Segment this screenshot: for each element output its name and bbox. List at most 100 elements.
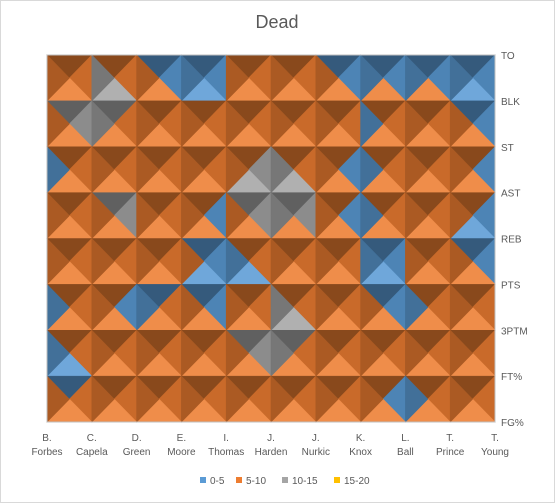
surface-facet <box>91 375 115 423</box>
x-tick-label: J. <box>312 433 320 444</box>
surface-facet <box>405 237 429 286</box>
surface-facet <box>270 375 294 423</box>
y-tick-label: REB <box>501 235 522 246</box>
x-tick-label: Young <box>481 447 509 458</box>
x-tick-label: L. <box>401 433 409 444</box>
chart-title: Dead <box>255 12 298 32</box>
surface-facet <box>360 191 384 240</box>
x-tick-label: Prince <box>436 447 465 458</box>
surface-facet <box>405 146 429 194</box>
x-tick-label: C. <box>87 433 97 444</box>
surface-facet <box>91 191 115 240</box>
surface-facet <box>136 237 160 286</box>
x-tick-label: E. <box>177 433 186 444</box>
x-tick-label: J. <box>267 433 275 444</box>
surface-facet <box>405 54 429 102</box>
surface-facet <box>225 329 250 377</box>
legend-label: 15-20 <box>344 476 370 487</box>
surface-facet <box>449 191 474 240</box>
y-tick-label: 3PTM <box>501 326 528 337</box>
x-tick-label: T. <box>446 433 454 444</box>
plot-border <box>46 54 496 423</box>
surface-facet <box>91 237 115 286</box>
surface-facet <box>136 283 160 331</box>
plot-area <box>46 54 496 423</box>
y-tick-label: AST <box>501 189 520 200</box>
surface-facet <box>270 329 294 377</box>
x-tick-label: D. <box>132 433 142 444</box>
surface-facet <box>225 146 250 194</box>
surface-facet <box>136 375 160 423</box>
x-axis: B. Forbes C. Capela D. Green E. Moore I. Thomas J.… <box>31 433 509 458</box>
x-tick-label: Thomas <box>208 447 244 458</box>
legend-swatch <box>236 477 242 483</box>
surface-facet <box>270 191 294 240</box>
surface-facet <box>449 283 474 331</box>
legend-swatch <box>200 477 206 483</box>
surface-facet <box>449 100 474 148</box>
surface-facet <box>181 54 205 102</box>
surface-facet <box>270 237 294 286</box>
surface-facet <box>449 54 474 102</box>
x-tick-label: K. <box>356 433 365 444</box>
surface-facet <box>181 146 205 194</box>
legend-label: 10-15 <box>292 476 318 487</box>
y-tick-label: FG% <box>501 418 524 429</box>
surface-facet <box>225 191 250 240</box>
surface-facet <box>315 146 339 194</box>
surface-facet <box>225 283 250 331</box>
surface-facet <box>405 329 429 377</box>
surface-facet <box>91 54 115 102</box>
surface-facet <box>449 237 474 286</box>
surface-facet <box>315 191 339 240</box>
surface-facet <box>360 100 384 148</box>
surface-facet <box>225 54 250 102</box>
surface-facet <box>360 329 384 377</box>
surface-facet <box>449 146 474 194</box>
surface-facet <box>449 375 474 423</box>
surface-facet <box>181 329 205 377</box>
surface-facet <box>270 54 294 102</box>
x-tick-label: Capela <box>76 447 108 458</box>
surface-facet <box>136 146 160 194</box>
surface-facet <box>405 375 429 423</box>
surface-facet <box>315 54 339 102</box>
surface-facet <box>315 283 339 331</box>
surface-facet <box>405 100 429 148</box>
x-tick-label: Harden <box>255 447 288 458</box>
x-tick-label: Forbes <box>31 447 62 458</box>
legend-swatch <box>282 477 288 483</box>
legend-label: 5-10 <box>246 476 266 487</box>
surface-facet <box>225 100 250 148</box>
surface-facet <box>270 146 294 194</box>
surface-facet <box>360 237 384 286</box>
surface-facet <box>225 237 250 286</box>
surface-facet <box>360 375 384 423</box>
surface-facet <box>91 283 115 331</box>
x-tick-label: Knox <box>349 447 372 458</box>
surface-facet <box>449 329 474 377</box>
surface-facet <box>136 329 160 377</box>
surface-facet <box>270 283 294 331</box>
surface-facet <box>136 54 160 102</box>
surface-facet <box>360 283 384 331</box>
surface-facet <box>405 283 429 331</box>
surface-facet <box>181 375 205 423</box>
x-tick-label: Ball <box>397 447 414 458</box>
surface-facet <box>181 283 205 331</box>
surface-facet <box>91 100 115 148</box>
surface-facet <box>270 100 294 148</box>
surface-facet <box>360 54 384 102</box>
y-axis: TO BLK ST AST REB PTS 3PTM FT% FG% <box>501 51 528 429</box>
surface-facet <box>91 146 115 194</box>
surface-facet <box>225 375 250 423</box>
surface-facet <box>315 100 339 148</box>
y-tick-label: ST <box>501 143 514 154</box>
x-tick-label: Nurkic <box>302 447 330 458</box>
x-tick-label: B. <box>42 433 51 444</box>
x-tick-label: I. <box>223 433 229 444</box>
legend: 0-5 5-10 10-15 15-20 <box>200 476 370 487</box>
surface-facet <box>181 237 205 286</box>
x-tick-label: T. <box>491 433 499 444</box>
